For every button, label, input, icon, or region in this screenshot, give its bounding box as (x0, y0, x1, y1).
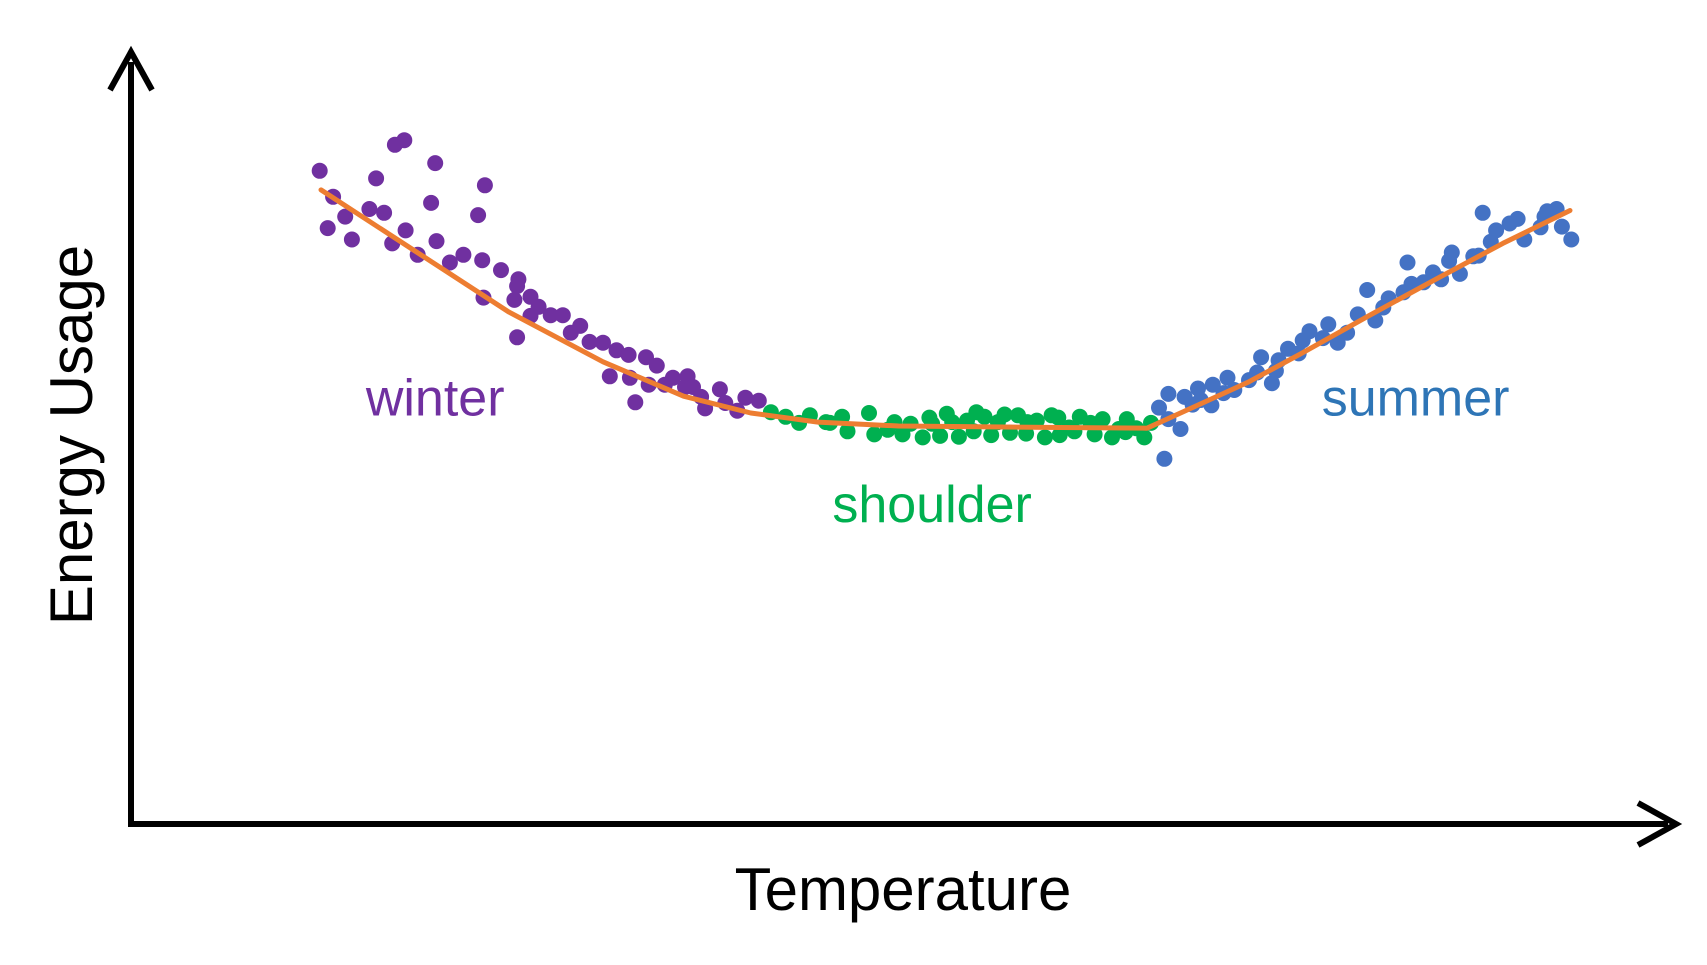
summer-point (1509, 210, 1526, 227)
summer-label: summer (1322, 369, 1510, 427)
summer-point (1301, 323, 1318, 340)
winter-point (648, 357, 665, 374)
x-axis-arrowhead (1636, 800, 1683, 848)
summer-point (1204, 376, 1221, 393)
winter-point (428, 233, 445, 250)
winter-point (509, 329, 526, 346)
trend-line (318, 187, 1573, 431)
winter-point (396, 132, 413, 149)
shoulder-point (861, 405, 877, 421)
winter-point (737, 389, 754, 406)
winter-point (608, 342, 625, 359)
shoulder-point (914, 429, 931, 446)
y-axis-title: Energy Usage (38, 245, 105, 625)
summer-point (1329, 334, 1346, 351)
shoulder-point (1094, 411, 1111, 428)
winter-point (750, 392, 767, 409)
winter-point (595, 334, 611, 351)
winter-point (361, 201, 378, 217)
winter-point (474, 252, 491, 269)
shoulder-point (983, 427, 1000, 444)
winter-point (455, 246, 472, 263)
winter-point (493, 262, 509, 279)
winter-point (311, 162, 328, 179)
winter-point (427, 155, 444, 172)
winter-point (470, 207, 487, 224)
shoulder-point (968, 404, 985, 421)
shoulder-point (1036, 429, 1053, 446)
shoulder-point (924, 415, 941, 432)
winter-point (441, 254, 458, 271)
shoulder-label: shoulder (832, 476, 1031, 534)
summer-point (1488, 222, 1505, 239)
y-axis-arrowhead (107, 45, 155, 92)
summer-point (1151, 399, 1167, 416)
winter-point (368, 170, 385, 187)
winter-point (530, 298, 547, 315)
winter-point (554, 307, 571, 324)
winter-point (711, 381, 728, 398)
winter-point (319, 220, 336, 237)
winter-point (572, 317, 589, 334)
axes (107, 45, 1683, 848)
winter-point (601, 368, 618, 385)
summer-point (1563, 231, 1580, 248)
winter-point (397, 222, 414, 239)
winter-label: winter (365, 369, 505, 427)
winter-point (542, 307, 559, 324)
x-axis-title: Temperature (735, 856, 1072, 923)
summer-point (1156, 450, 1173, 467)
winter-point (620, 346, 637, 363)
winter-point (581, 333, 598, 350)
summer-point (1253, 349, 1270, 366)
winter-point (423, 194, 440, 211)
trend-layer (318, 187, 1573, 431)
winter-point (664, 369, 681, 386)
shoulder-point (1136, 429, 1153, 446)
summer-point (1320, 316, 1337, 333)
summer-point (1219, 369, 1236, 386)
winter-point (638, 349, 654, 366)
summer-point (1160, 385, 1177, 402)
winter-series (311, 132, 767, 419)
winter-point (376, 204, 393, 221)
winter-point (627, 394, 644, 411)
summer-point (1263, 375, 1280, 392)
winter-point (343, 231, 360, 248)
winter-point (337, 208, 354, 225)
summer-point (1359, 282, 1376, 298)
shoulder-point (1050, 409, 1067, 426)
winter-point (506, 291, 523, 308)
winter-point (510, 271, 527, 288)
shoulder-point (866, 426, 883, 443)
shoulder-point (950, 428, 967, 445)
shoulder-point (996, 406, 1013, 423)
summer-point (1443, 244, 1460, 261)
winter-point (476, 177, 493, 194)
summer-point (1553, 218, 1570, 235)
summer-point (1474, 204, 1491, 221)
summer-point (1399, 254, 1416, 271)
shoulder-point (932, 427, 949, 444)
shoulder-point (839, 423, 856, 440)
summer-point (1172, 421, 1189, 437)
